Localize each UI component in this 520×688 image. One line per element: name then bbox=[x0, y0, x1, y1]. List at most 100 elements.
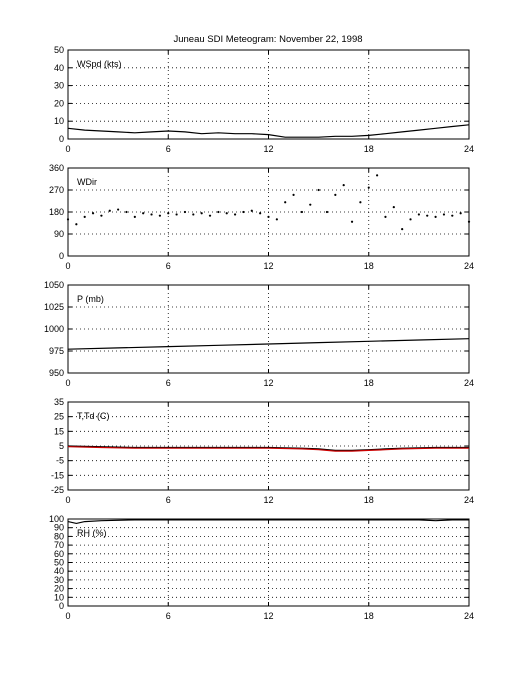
y-tick-label: -25 bbox=[51, 485, 64, 495]
y-tick-label: 180 bbox=[49, 207, 64, 217]
y-tick-label: 70 bbox=[54, 540, 64, 550]
data-point bbox=[108, 209, 111, 212]
x-tick-label: 0 bbox=[65, 495, 70, 505]
data-point bbox=[242, 210, 245, 214]
y-tick-label: 100 bbox=[49, 514, 64, 524]
x-tick-label: 0 bbox=[65, 261, 70, 271]
y-tick-label: 1050 bbox=[44, 280, 64, 290]
y-tick-label: 25 bbox=[54, 412, 64, 422]
y-tick-label: 975 bbox=[49, 346, 64, 356]
panel-label: WSpd (kts) bbox=[77, 59, 122, 69]
data-point bbox=[334, 193, 337, 196]
data-point bbox=[208, 214, 212, 217]
data-point bbox=[75, 223, 78, 226]
y-tick-label: 80 bbox=[54, 531, 64, 541]
y-tick-label: 0 bbox=[59, 134, 64, 144]
data-point bbox=[359, 201, 362, 204]
data-point bbox=[83, 215, 86, 218]
x-tick-label: 12 bbox=[263, 144, 273, 154]
data-point bbox=[442, 213, 446, 216]
y-tick-label: 40 bbox=[54, 63, 64, 73]
x-tick-label: 18 bbox=[364, 495, 374, 505]
y-tick-label: 90 bbox=[54, 229, 64, 239]
x-tick-label: 24 bbox=[464, 144, 474, 154]
x-tick-label: 24 bbox=[464, 378, 474, 388]
y-tick-label: 0 bbox=[59, 251, 64, 261]
series-line bbox=[67, 519, 469, 525]
x-tick-label: 18 bbox=[364, 144, 374, 154]
y-tick-label: 10 bbox=[54, 116, 64, 126]
data-point bbox=[150, 213, 153, 216]
x-tick-label: 6 bbox=[166, 261, 171, 271]
data-point bbox=[66, 218, 70, 221]
x-tick-label: 0 bbox=[65, 144, 70, 154]
data-point bbox=[233, 213, 237, 216]
data-point bbox=[284, 201, 287, 204]
data-point bbox=[259, 212, 262, 215]
data-point bbox=[275, 218, 278, 221]
data-point bbox=[317, 188, 320, 192]
y-tick-label: 1000 bbox=[44, 324, 64, 334]
data-point bbox=[133, 215, 136, 218]
series-line bbox=[67, 338, 470, 350]
data-point bbox=[409, 218, 412, 221]
y-tick-label: 35 bbox=[54, 397, 64, 407]
x-tick-label: 12 bbox=[263, 261, 273, 271]
y-tick-label: 50 bbox=[54, 558, 64, 568]
panel-4: 0 6 12 18 24 -25 -15 -5 5 15 25 35 T,Td (C) bbox=[51, 397, 474, 505]
x-tick-label: 18 bbox=[364, 611, 374, 621]
x-tick-label: 6 bbox=[166, 495, 171, 505]
x-tick-label: 6 bbox=[166, 611, 171, 621]
y-tick-label: 40 bbox=[54, 566, 64, 576]
x-tick-label: 6 bbox=[166, 378, 171, 388]
y-tick-label: 1025 bbox=[44, 302, 64, 312]
y-tick-label: 950 bbox=[49, 368, 64, 378]
y-tick-label: 10 bbox=[54, 592, 64, 602]
panel-1: 0 6 12 18 24 0 10 20 30 40 50 WSpd (kts) bbox=[54, 45, 474, 154]
y-tick-label: 60 bbox=[54, 549, 64, 559]
x-tick-label: 12 bbox=[263, 495, 273, 505]
panel-2: 0 6 12 18 24 0 90 180 270 360 WDir bbox=[49, 163, 474, 271]
y-tick-label: 90 bbox=[54, 523, 64, 533]
data-point bbox=[392, 206, 395, 209]
panel-label: T,Td (C) bbox=[77, 411, 110, 421]
data-point bbox=[459, 212, 462, 215]
data-point bbox=[292, 193, 295, 196]
x-tick-label: 6 bbox=[166, 144, 171, 154]
x-tick-label: 0 bbox=[65, 378, 70, 388]
series-line bbox=[67, 446, 469, 452]
data-point bbox=[158, 214, 161, 217]
data-point bbox=[225, 212, 228, 215]
y-tick-label: 15 bbox=[54, 426, 64, 436]
panel-label: WDir bbox=[77, 177, 97, 187]
data-point bbox=[434, 215, 437, 218]
data-point bbox=[192, 213, 195, 216]
data-point bbox=[250, 209, 253, 212]
data-point bbox=[175, 213, 178, 216]
figure-title: Juneau SDI Meteogram: November 22, 1998 bbox=[173, 34, 362, 45]
data-point bbox=[142, 212, 145, 215]
data-point bbox=[401, 228, 404, 231]
y-tick-label: 360 bbox=[49, 163, 64, 173]
x-tick-label: 12 bbox=[263, 378, 273, 388]
data-point bbox=[167, 212, 170, 215]
data-point bbox=[451, 214, 454, 217]
data-point bbox=[384, 215, 387, 218]
panel-3: 0 6 12 18 24 950 975 1000 1025 1050 P (mb) bbox=[44, 280, 474, 388]
y-tick-label: -15 bbox=[51, 470, 64, 480]
series-line bbox=[67, 124, 470, 138]
y-tick-label: 20 bbox=[54, 584, 64, 594]
data-point bbox=[267, 215, 270, 218]
x-tick-label: 18 bbox=[364, 261, 374, 271]
y-tick-label: -5 bbox=[56, 456, 64, 466]
data-point bbox=[100, 214, 103, 217]
data-point bbox=[91, 212, 95, 215]
data-point bbox=[125, 210, 128, 214]
data-point bbox=[367, 186, 370, 189]
y-tick-label: 0 bbox=[59, 601, 64, 611]
y-tick-label: 50 bbox=[54, 45, 64, 55]
data-point bbox=[350, 220, 354, 223]
